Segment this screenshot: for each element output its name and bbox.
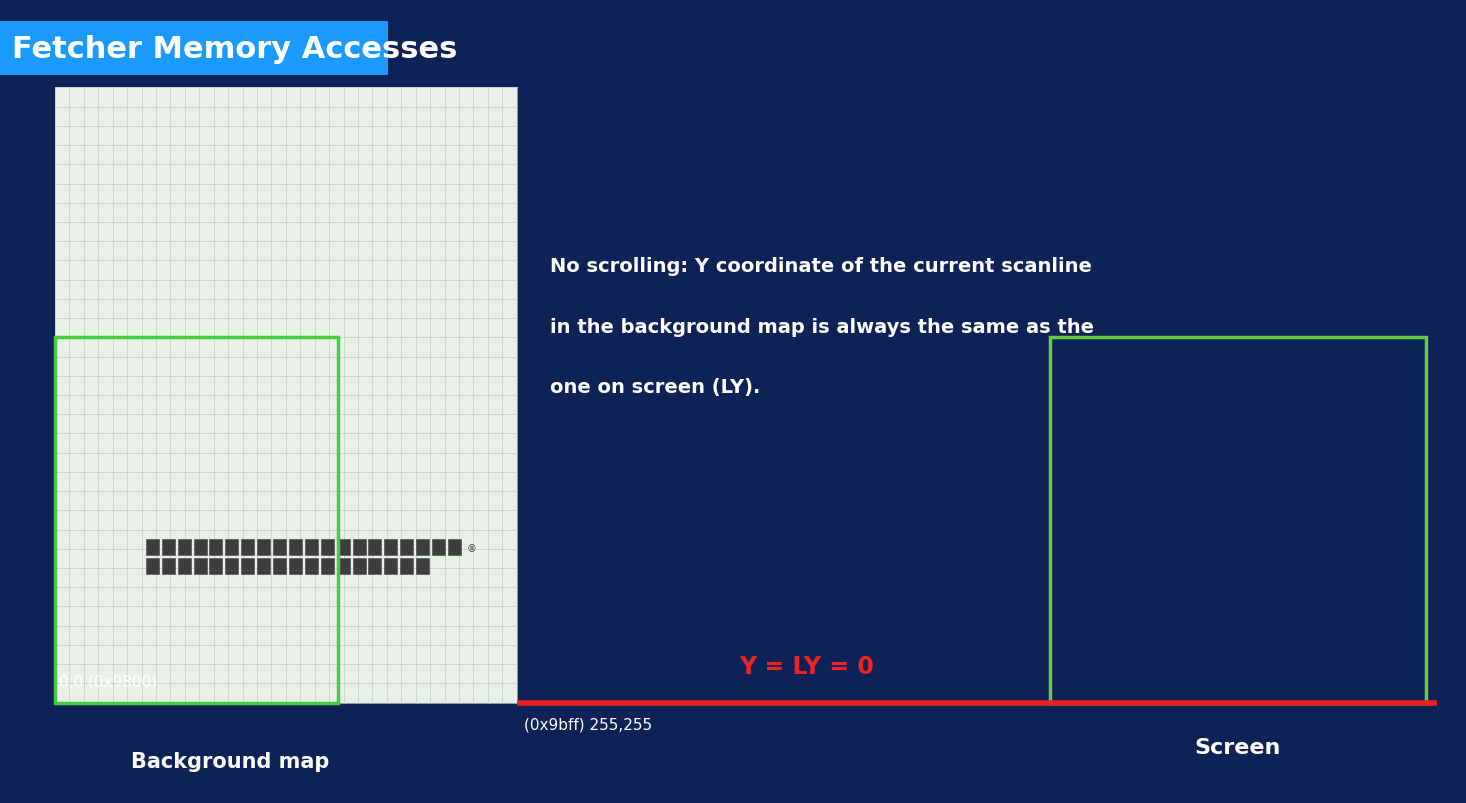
- Bar: [384, 539, 397, 556]
- Bar: [226, 539, 239, 556]
- Bar: [416, 539, 430, 556]
- Bar: [289, 558, 302, 575]
- Bar: [257, 539, 270, 556]
- Bar: [194, 539, 207, 556]
- Text: one on screen (LY).: one on screen (LY).: [550, 377, 761, 397]
- Bar: [1050, 337, 1426, 703]
- Bar: [449, 539, 460, 556]
- Bar: [56, 337, 337, 703]
- Text: (0x9bff) 255,255: (0x9bff) 255,255: [525, 717, 652, 732]
- Bar: [305, 558, 318, 575]
- Text: 0,0 (0x9800): 0,0 (0x9800): [59, 673, 157, 688]
- Bar: [273, 539, 286, 556]
- Bar: [56, 88, 516, 703]
- Text: Background map: Background map: [132, 751, 330, 771]
- Bar: [352, 539, 365, 556]
- Bar: [161, 558, 174, 575]
- Bar: [321, 539, 334, 556]
- Bar: [242, 539, 254, 556]
- Bar: [337, 539, 349, 556]
- Bar: [242, 558, 254, 575]
- Bar: [177, 539, 191, 556]
- Bar: [177, 558, 191, 575]
- Bar: [273, 558, 286, 575]
- Bar: [352, 558, 365, 575]
- Bar: [226, 558, 239, 575]
- Text: in the background map is always the same as the: in the background map is always the same…: [550, 317, 1094, 336]
- Text: Fetcher Memory Accesses: Fetcher Memory Accesses: [12, 35, 457, 63]
- Bar: [147, 539, 158, 556]
- Bar: [194, 558, 207, 575]
- Bar: [400, 558, 413, 575]
- Bar: [368, 558, 381, 575]
- Bar: [257, 558, 270, 575]
- Bar: [210, 539, 223, 556]
- Bar: [147, 558, 158, 575]
- Bar: [289, 539, 302, 556]
- Text: ®: ®: [466, 544, 476, 554]
- Bar: [321, 558, 334, 575]
- Bar: [368, 539, 381, 556]
- Text: Screen: Screen: [1195, 737, 1281, 756]
- Text: Y = LY = 0: Y = LY = 0: [739, 654, 874, 679]
- Bar: [416, 558, 430, 575]
- Bar: [337, 558, 349, 575]
- Bar: [0, 22, 388, 76]
- Bar: [432, 539, 446, 556]
- Text: No scrolling: Y coordinate of the current scanline: No scrolling: Y coordinate of the curren…: [550, 257, 1092, 276]
- Bar: [210, 558, 223, 575]
- Bar: [161, 539, 174, 556]
- Bar: [305, 539, 318, 556]
- Bar: [384, 558, 397, 575]
- Bar: [400, 539, 413, 556]
